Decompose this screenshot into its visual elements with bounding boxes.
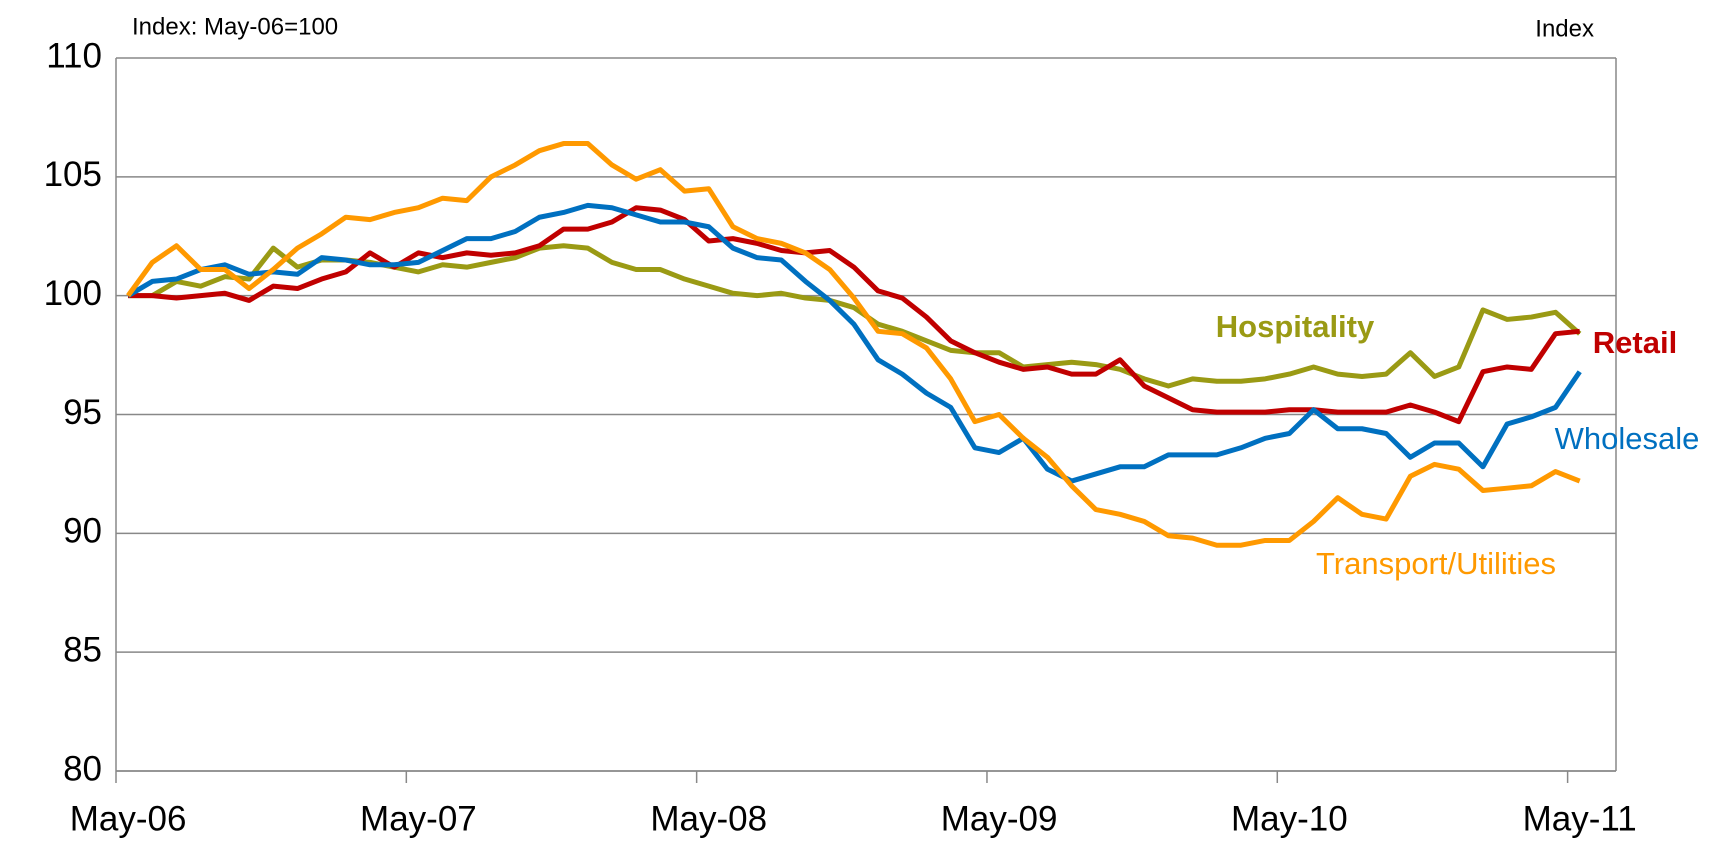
y-axis-title-left: Index: May-06=100 [132,13,338,40]
series-line [128,205,1580,425]
legend-label: Hospitality [1216,309,1375,344]
series-line [126,202,1582,484]
y-tick-label: 100 [44,274,102,313]
y-tick-label: 95 [63,393,102,432]
y-tick-label: 105 [44,155,102,194]
y-axis-title-right: Index [1535,15,1594,42]
y-tick-label: 80 [63,749,102,788]
legend-label: Retail [1593,325,1677,360]
series-line [126,141,1581,548]
x-tick-label: May-07 [360,799,477,838]
y-tick-label: 110 [46,36,102,75]
x-tick-label: May-11 [1523,799,1637,838]
legend-label: Wholesale [1555,421,1700,456]
x-tick-label: May-06 [70,799,187,838]
x-tick-label: May-10 [1231,799,1348,838]
legend-label: Transport/Utilities [1316,546,1556,581]
y-tick-label: 90 [63,512,102,551]
x-tick-label: May-08 [650,799,767,838]
y-tick-label: 85 [63,630,102,669]
x-tick-label: May-09 [941,799,1058,838]
